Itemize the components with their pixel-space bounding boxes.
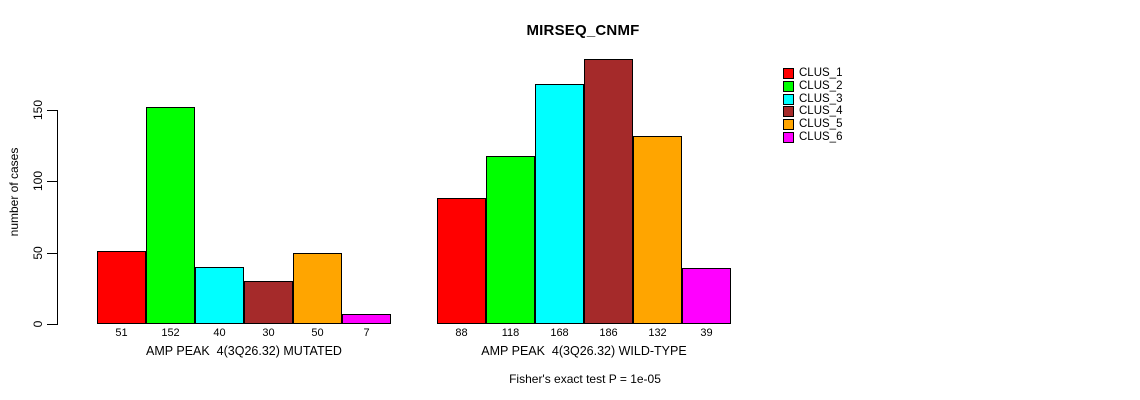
bar-clus-3-wild-type [535, 84, 584, 324]
y-axis-tick-label: 50 [31, 246, 45, 260]
bar-clus-4-mutated [244, 281, 293, 324]
legend-color-swatch [783, 94, 794, 105]
bar-clus-6-mutated [342, 314, 391, 324]
y-axis-tick-label: 0 [31, 320, 45, 328]
y-axis-tick-label: 100 [31, 170, 45, 192]
legend-color-swatch [783, 106, 794, 117]
bar-clus-5-wild-type [633, 136, 682, 324]
bar-clus-5-mutated [293, 253, 342, 324]
bar-value-label: 132 [648, 327, 667, 339]
legend-label: CLUS_3 [799, 93, 843, 105]
legend-label: CLUS_4 [799, 105, 843, 117]
y-axis-tick [47, 324, 57, 325]
bar-value-label: 30 [262, 327, 275, 339]
y-axis-line [57, 110, 58, 325]
bar-clus-1-mutated [97, 251, 146, 324]
fisher-test-annotation: Fisher's exact test P = 1e-05 [509, 372, 661, 386]
legend-color-swatch [783, 132, 794, 143]
legend-item: CLUS_6 [783, 131, 843, 143]
bar-value-label: 51 [115, 327, 128, 339]
legend-item: CLUS_5 [783, 118, 843, 130]
chart-title: MIRSEQ_CNMF [526, 22, 640, 39]
bar-value-label: 40 [213, 327, 226, 339]
legend-label: CLUS_1 [799, 67, 843, 79]
y-axis-tick [47, 253, 57, 254]
legend-item: CLUS_2 [783, 80, 843, 92]
legend-color-swatch [783, 119, 794, 130]
bar-value-label: 7 [363, 327, 370, 339]
bar-value-label: 168 [550, 327, 569, 339]
bar-value-label: 88 [455, 327, 468, 339]
legend-label: CLUS_5 [799, 118, 843, 130]
legend-label: CLUS_2 [799, 80, 843, 92]
group-label-mutated: AMP PEAK 4(3Q26.32) MUTATED [146, 344, 342, 358]
bar-clus-1-wild-type [437, 198, 486, 324]
legend-color-swatch [783, 81, 794, 92]
legend-color-swatch [783, 68, 794, 79]
group-label-wild-type: AMP PEAK 4(3Q26.32) WILD-TYPE [481, 344, 687, 358]
y-axis-tick [47, 110, 57, 111]
legend-item: CLUS_1 [783, 67, 843, 79]
y-axis-tick [47, 181, 57, 182]
y-axis-tick-label: 150 [31, 99, 45, 121]
bar-clus-2-mutated [146, 107, 195, 324]
legend-item: CLUS_3 [783, 93, 843, 105]
bar-value-label: 118 [501, 327, 520, 339]
bar-clus-4-wild-type [584, 59, 633, 324]
bar-clus-6-wild-type [682, 268, 731, 324]
legend-item: CLUS_4 [783, 105, 843, 117]
bar-clus-3-mutated [195, 267, 244, 324]
bar-value-label: 50 [311, 327, 324, 339]
y-axis-label: number of cases [7, 147, 21, 237]
bar-value-label: 186 [599, 327, 618, 339]
bar-clus-2-wild-type [486, 156, 535, 324]
bar-value-label: 152 [161, 327, 180, 339]
bar-value-label: 39 [700, 327, 713, 339]
legend-label: CLUS_6 [799, 131, 843, 143]
